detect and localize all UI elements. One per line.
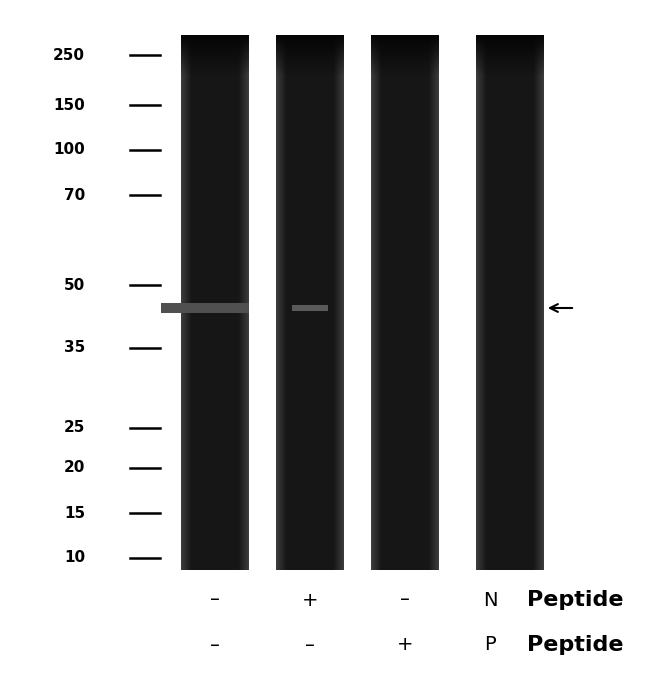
Text: 100: 100 [53,143,85,158]
Text: –: – [400,591,410,609]
Text: 25: 25 [64,421,85,436]
Text: 150: 150 [53,97,85,113]
Text: –: – [210,591,220,609]
Text: –: – [210,635,220,654]
Text: 50: 50 [64,278,85,292]
Text: –: – [305,635,315,654]
Text: 20: 20 [64,460,85,475]
Text: +: + [302,591,318,609]
Text: Peptide: Peptide [526,590,623,610]
Text: N: N [483,591,497,609]
Text: +: + [396,635,413,654]
Text: Peptide: Peptide [526,635,623,655]
Text: 10: 10 [64,550,85,565]
Text: 35: 35 [64,340,85,355]
Text: 70: 70 [64,187,85,202]
Text: P: P [484,635,496,654]
Text: 250: 250 [53,47,85,62]
Text: 15: 15 [64,506,85,521]
